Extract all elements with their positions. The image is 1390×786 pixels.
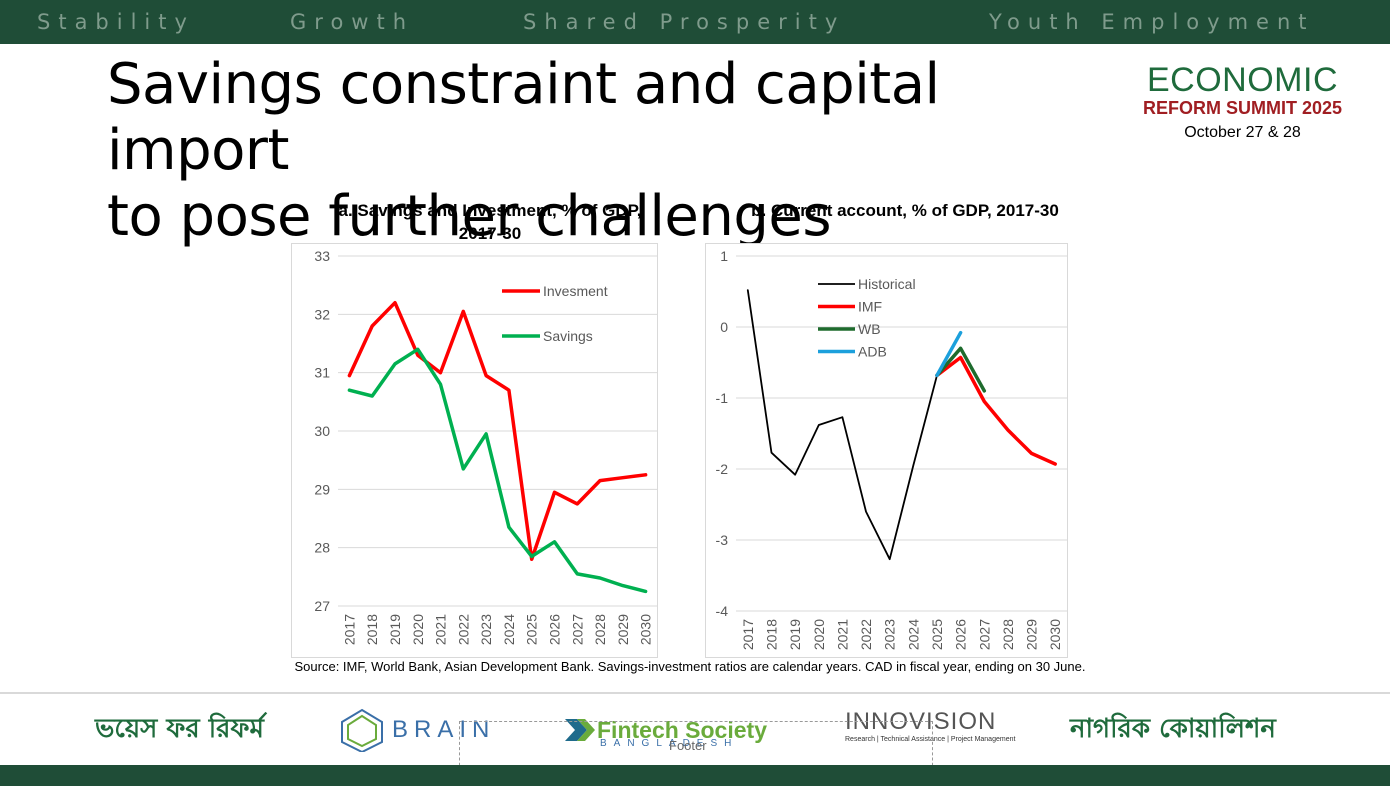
event-logo-line2: REFORM SUMMIT 2025 (1142, 98, 1343, 118)
chart-b-panel: 1 0 -1 -2 -3 -4 2017 2018 2019 2020 2021 2022 2023 20… (705, 243, 1068, 658)
chart-a-ytick-label: 33 (314, 248, 330, 264)
chart-b-xtick-label: 2030 (1047, 619, 1063, 650)
header-bar: Stability Growth Shared Prosperity Youth… (0, 0, 1390, 44)
chart-b-xtick-label: 2018 (763, 619, 779, 650)
chart-a-xtick-label: 2030 (638, 614, 654, 645)
sponsor-nagorik-text: নাগরিক কোয়ালিশন (1070, 714, 1276, 744)
pillar-growth: Growth (290, 10, 415, 34)
chart-a-xtick-label: 2024 (501, 614, 517, 645)
chart-a-xtick-label: 2026 (546, 614, 562, 645)
sponsor-nagorik-coalition: নাগরিক কোয়ালিশন (1070, 708, 1276, 752)
chart-b-xtick-label: 2019 (787, 619, 803, 650)
chart-a-ytick-label: 29 (314, 481, 330, 497)
chart-b-xtick-label: 2024 (905, 619, 921, 650)
sponsor-fintech-subtext: BANGLADESH (600, 738, 739, 749)
slide-title: Savings constraint and capital import to… (107, 52, 1097, 250)
chart-b-xtick-label: 2025 (929, 619, 945, 650)
chart-a-ytick-label: 30 (314, 423, 330, 439)
chart-b-series-adb-line (935, 330, 963, 378)
chart-b-ytick-label: 0 (720, 319, 728, 335)
chart-b-title: b. Current account, % of GDP, 2017-30 (751, 201, 1059, 220)
chart-b-svg: 1 0 -1 -2 -3 -4 2017 2018 2019 2020 2021 2022 2023 20… (716, 248, 1067, 650)
source-note: Source: IMF, World Bank, Asian Developme… (294, 659, 1086, 674)
chart-b-xtick-label: 2028 (1000, 619, 1016, 650)
chart-b-legend-label: Historical (858, 276, 916, 292)
chart-a-panel: 27 28 29 30 31 32 33 2017 2018 2019 2020 2021 2022 20… (291, 243, 658, 658)
chart-b-ytick-label: 1 (720, 248, 728, 264)
sponsor-brain-text: BRAIN (392, 716, 496, 743)
chart-a-xtick-label: 2020 (410, 614, 426, 645)
chart-b-series-wb-line (935, 346, 987, 393)
chart-a-legend-label: Savings (543, 328, 593, 344)
chart-a-xtick-label: 2029 (615, 614, 631, 645)
chart-a-series-invesment-line (347, 300, 648, 562)
chart-a-xtick-label: 2017 (341, 614, 357, 645)
chart-a-title-line2: 2017-30 (458, 224, 522, 243)
chart-a-xtick-label: 2025 (524, 614, 540, 645)
chart-b-xtick-label: 2020 (811, 619, 827, 650)
sponsor-fintech-society: Fintech Society BANGLADESH (563, 708, 767, 752)
sponsor-voice-for-reform: ভয়েস ফর রিফর্ম (95, 708, 264, 752)
chart-a-xtick-label: 2028 (592, 614, 608, 645)
pillar-stability: Stability (37, 10, 195, 34)
sponsor-innovision-subtext: Research | Technical Assistance | Projec… (845, 736, 1016, 743)
chart-a-series-savings-line (347, 347, 648, 594)
fintech-chevron-icon (565, 719, 595, 741)
chart-b-ytick-label: -1 (716, 390, 729, 406)
chart-b-series-imf-line (935, 355, 1057, 466)
sponsor-fintech-text: Fintech Society (597, 716, 767, 743)
chart-b-ytick-label: -2 (716, 461, 729, 477)
brain-logo-icon (341, 708, 383, 752)
sponsor-brain: BRAIN (338, 708, 495, 752)
chart-a-ytick-label: 27 (314, 598, 330, 614)
chart-b-series-historical-line (746, 289, 938, 561)
chart-a-xtick-label: 2023 (478, 614, 494, 645)
chart-a-ytick-label: 31 (314, 365, 330, 381)
chart-b-xtick-label: 2026 (953, 619, 969, 650)
chart-a-svg: 27 28 29 30 31 32 33 2017 2018 2019 2020 2021 2022 20… (314, 248, 657, 645)
pillar-youth-employment: Youth Employment (989, 10, 1315, 34)
chart-b-legend-label: WB (858, 321, 881, 337)
chart-a-legend-label: Invesment (543, 283, 608, 299)
chart-b-legend-label: ADB (858, 344, 887, 360)
chart-b-xtick-label: 2027 (976, 619, 992, 650)
chart-b-ytick-label: -3 (716, 532, 729, 548)
chart-a-ytick-label: 32 (314, 306, 330, 322)
chart-a-xtick-label: 2022 (455, 614, 471, 645)
footer-divider (0, 692, 1390, 694)
slide-title-line2: to pose further challenges (107, 184, 832, 249)
event-logo: ECONOMIC REFORM SUMMIT 2025 October 27 &… (1125, 62, 1360, 142)
chart-b-legend-label: IMF (858, 299, 882, 315)
chart-b-xtick-label: 2017 (740, 619, 756, 650)
chart-b-ytick-label: -4 (716, 603, 729, 619)
chart-b-xtick-label: 2022 (858, 619, 874, 650)
slide-title-line1: Savings constraint and capital import (107, 52, 940, 183)
chart-a-xtick-label: 2021 (433, 614, 449, 645)
chart-a-xtick-label: 2018 (364, 614, 380, 645)
sponsor-voice-for-reform-text: ভয়েস ফর রিফর্ম (95, 714, 264, 744)
chart-a-title-line1: a. Savings and Investment, % of GDP, (338, 201, 642, 220)
pillar-shared-prosperity: Shared Prosperity (523, 10, 846, 34)
chart-b-xtick-label: 2029 (1024, 619, 1040, 650)
bottom-bar (0, 765, 1390, 786)
chart-b-xtick-label: 2023 (882, 619, 898, 650)
chart-a-title: a. Savings and Investment, % of GDP, 201… (290, 199, 690, 245)
event-date: October 27 & 28 (1184, 124, 1301, 141)
chart-a-xtick-label: 2027 (569, 614, 585, 645)
event-logo-line1: ECONOMIC (1147, 61, 1338, 99)
footer-placeholder-label: Footer (669, 738, 707, 753)
chart-b-xtick-label: 2021 (834, 619, 850, 650)
chart-a-xtick-label: 2019 (387, 614, 403, 645)
chart-a-ytick-label: 28 (314, 540, 330, 556)
